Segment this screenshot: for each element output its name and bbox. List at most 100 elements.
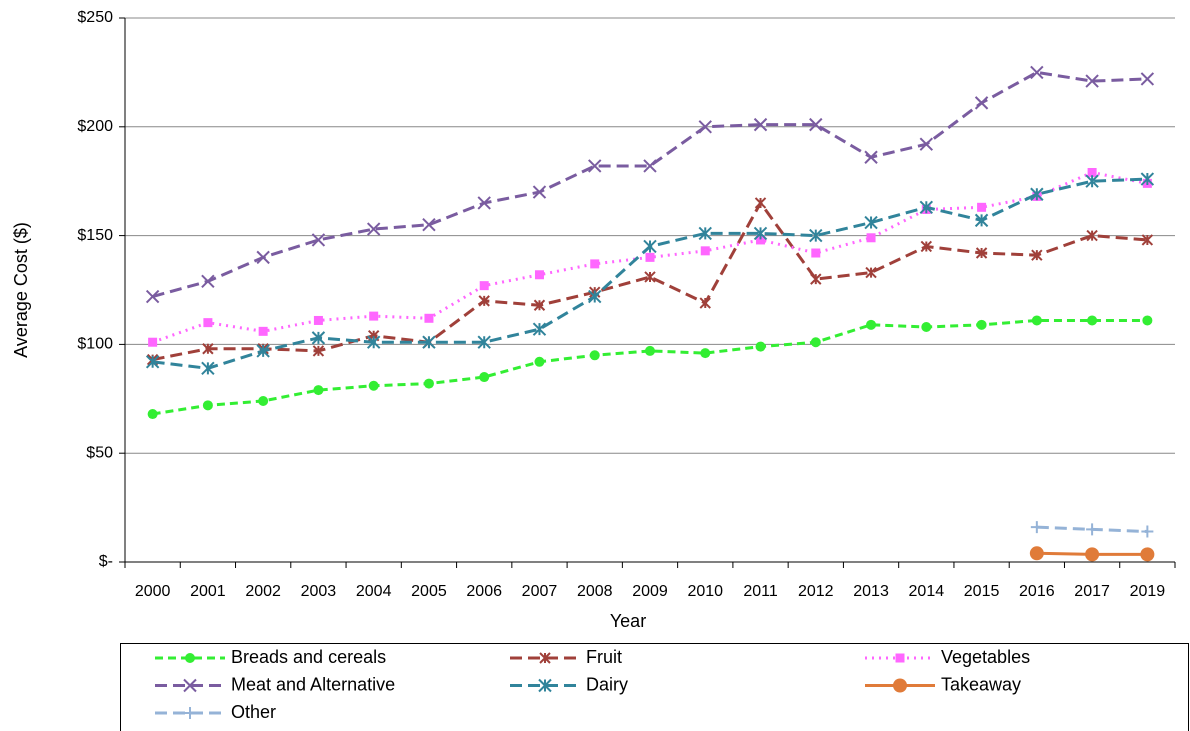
legend-label: Breads and cereals [231,647,386,667]
legend-marker [895,653,905,663]
data-point [864,215,878,230]
data-point [311,331,326,345]
data-point [1086,523,1099,536]
x-tick-label: 2009 [632,583,668,600]
x-tick-label: 2001 [190,583,226,600]
data-point [866,319,877,330]
data-point [698,226,712,241]
data-point [811,248,821,258]
data-point [477,196,491,210]
x-tick-label: 2003 [301,583,337,600]
data-point [977,202,987,212]
x-tick-label: 2017 [1074,583,1110,600]
data-point [1086,229,1098,242]
legend-label: Takeaway [941,674,1021,694]
legend-marker [185,653,195,663]
data-point [366,335,381,349]
x-tick-label: 2019 [1130,583,1166,600]
data-point [1031,249,1043,261]
data-point [479,281,489,291]
data-point [866,233,876,243]
data-point [810,337,821,348]
data-point [975,247,988,259]
data-point [919,137,934,151]
data-point [588,289,602,304]
x-tick-label: 2011 [743,583,778,600]
data-point [201,274,215,289]
data-point [147,409,158,420]
data-point [1142,315,1153,326]
legend-label: Fruit [586,647,622,667]
data-point [145,355,160,369]
y-tick-label: $150 [77,227,113,244]
data-point [1030,521,1043,534]
legend-label: Meat and Alternative [231,674,395,694]
data-point [311,233,326,247]
data-point [202,343,214,355]
legend-label: Vegetables [941,647,1030,667]
data-point [643,159,657,173]
data-point [1085,547,1100,562]
data-point [1030,187,1044,201]
data-point [1085,74,1099,88]
data-point [422,218,436,232]
legend-marker [539,652,551,664]
data-point [700,246,710,256]
data-point [919,200,934,215]
data-point [753,226,768,241]
data-point [1085,174,1099,188]
data-point [423,378,434,389]
data-point [202,400,213,411]
data-point [699,297,711,309]
data-point [754,197,767,209]
data-point [643,239,657,254]
data-point [1030,65,1044,80]
data-point [590,259,600,269]
data-point [148,337,158,347]
data-point [1140,172,1155,186]
x-tick-label: 2016 [1019,583,1055,600]
y-tick-label: $100 [77,336,113,353]
x-tick-label: 2015 [964,583,1000,600]
data-point [258,326,268,336]
legend-marker [893,678,907,693]
data-point [366,222,381,236]
data-point [532,322,547,336]
y-tick-label: $200 [77,118,113,135]
data-point [976,319,987,330]
data-point [478,295,490,307]
x-tick-label: 2014 [909,583,945,600]
data-point [256,250,270,265]
y-tick-label: $- [99,553,113,570]
data-point [145,289,160,304]
data-point [645,252,655,262]
data-point [974,213,989,228]
data-point [645,345,655,356]
data-point [755,341,766,352]
legend-marker [184,707,196,719]
data-point [368,380,379,391]
y-tick-label: $50 [86,444,113,461]
data-point [589,350,600,361]
series-line [152,318,1148,416]
data-point [700,348,711,359]
data-point [532,185,547,199]
x-tick-label: 2005 [411,583,447,600]
data-point [534,356,545,367]
data-point [479,372,490,383]
data-point [1087,315,1098,326]
data-point [313,385,324,396]
data-point [1141,525,1154,538]
data-point [1029,546,1044,561]
x-tick-label: 2000 [135,583,171,600]
legend-label: Other [231,702,276,722]
data-point [756,235,766,245]
data-point [201,361,215,376]
y-tick-label: $250 [77,9,113,26]
x-tick-label: 2006 [466,583,502,600]
data-point [258,395,269,406]
data-point [1141,234,1154,246]
data-point [753,117,768,132]
data-point [865,266,877,279]
